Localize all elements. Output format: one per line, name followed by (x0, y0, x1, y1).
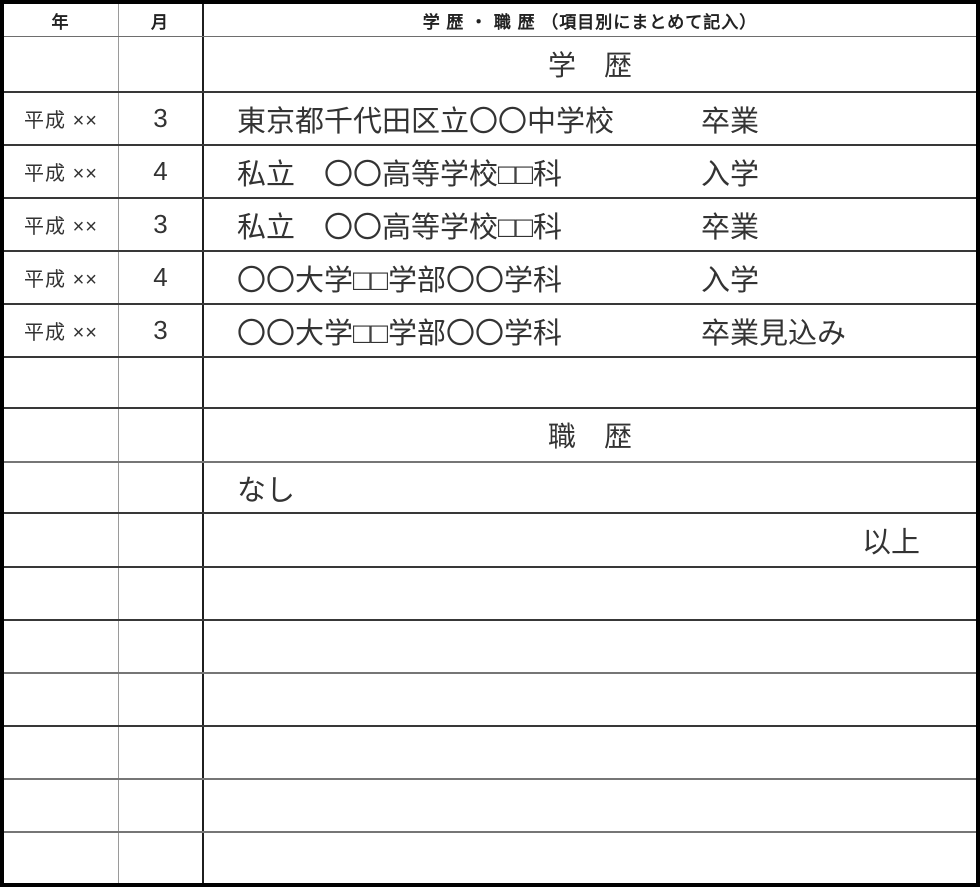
year-cell (4, 409, 119, 461)
section-label: 職 歴 (547, 421, 632, 452)
blank-row (4, 674, 976, 727)
history-cell (204, 621, 976, 672)
history-cell: 〇〇大学□□学部〇〇学科 卒業見込み (204, 305, 976, 356)
entry-status: 卒業 (701, 105, 760, 138)
header-year-label: 年 (4, 4, 119, 36)
month-cell (119, 409, 204, 461)
section-label: 学 歴 (547, 50, 632, 81)
history-cell: 東京都千代田区立〇〇中学校 卒業 (204, 93, 976, 144)
work-history-none-row: なし (4, 463, 976, 514)
entry-status: 入学 (701, 158, 760, 191)
year-cell (4, 833, 119, 883)
month-cell (119, 514, 204, 566)
blank-row (4, 358, 976, 409)
year-cell (4, 780, 119, 831)
year-cell (4, 674, 119, 725)
year-value: 平成 ×× (4, 146, 119, 197)
year-cell (4, 514, 119, 566)
year-cell (4, 37, 119, 91)
year-value: 平成 ×× (4, 93, 119, 144)
header-history-label: 学 歴 ・ 職 歴 （項目別にまとめて記入） (422, 12, 758, 32)
year-value: 平成 ×× (4, 305, 119, 356)
history-cell (204, 727, 976, 778)
month-cell (119, 833, 204, 883)
month-value: 4 (119, 146, 204, 197)
entry-status: 卒業 (701, 211, 760, 244)
month-cell (119, 780, 204, 831)
month-value: 3 (119, 93, 204, 144)
year-cell (4, 463, 119, 512)
blank-row (4, 727, 976, 780)
year-cell (4, 621, 119, 672)
year-value: 平成 ×× (4, 252, 119, 303)
year-cell (4, 358, 119, 407)
history-row: 平成 ×× 4 〇〇大学□□学部〇〇学科 入学 (4, 252, 976, 305)
school-name: 私立 〇〇高等学校□□科 (237, 211, 563, 244)
section-row-work: 職 歴 (4, 409, 976, 463)
month-value: 4 (119, 252, 204, 303)
history-cell (204, 780, 976, 831)
year-cell (4, 727, 119, 778)
blank-row (4, 568, 976, 621)
history-cell (204, 674, 976, 725)
month-value: 3 (119, 305, 204, 356)
school-name: 東京都千代田区立〇〇中学校 (237, 105, 615, 138)
end-label: 以上 (861, 527, 920, 559)
blank-row (4, 833, 976, 883)
history-cell (204, 833, 976, 883)
history-cell (204, 568, 976, 619)
history-row: 平成 ×× 3 東京都千代田区立〇〇中学校 卒業 (4, 93, 976, 146)
section-row-education: 学 歴 (4, 37, 976, 93)
month-cell (119, 37, 204, 91)
history-cell: 私立 〇〇高等学校□□科 卒業 (204, 199, 976, 250)
history-cell: 〇〇大学□□学部〇〇学科 入学 (204, 252, 976, 303)
none-label: なし (237, 474, 296, 507)
school-name: 〇〇大学□□学部〇〇学科 (237, 317, 563, 350)
end-of-history-row: 以上 (4, 514, 976, 568)
history-row: 平成 ×× 3 〇〇大学□□学部〇〇学科 卒業見込み (4, 305, 976, 358)
history-row: 平成 ×× 4 私立 〇〇高等学校□□科 入学 (4, 146, 976, 199)
school-name: 私立 〇〇高等学校□□科 (237, 158, 563, 191)
month-cell (119, 674, 204, 725)
month-cell (119, 463, 204, 512)
blank-row (4, 780, 976, 833)
header-month-label: 月 (119, 4, 204, 36)
school-name: 〇〇大学□□学部〇〇学科 (237, 264, 563, 297)
table-header-row: 年 月 学 歴 ・ 職 歴 （項目別にまとめて記入） (4, 4, 976, 37)
history-cell: 私立 〇〇高等学校□□科 入学 (204, 146, 976, 197)
year-cell (4, 568, 119, 619)
month-cell (119, 727, 204, 778)
year-value: 平成 ×× (4, 199, 119, 250)
month-value: 3 (119, 199, 204, 250)
entry-status: 入学 (701, 264, 760, 297)
entry-status: 卒業見込み (701, 317, 847, 350)
history-row: 平成 ×× 3 私立 〇〇高等学校□□科 卒業 (4, 199, 976, 252)
month-cell (119, 621, 204, 672)
history-cell (204, 358, 976, 407)
month-cell (119, 358, 204, 407)
month-cell (119, 568, 204, 619)
blank-row (4, 621, 976, 674)
